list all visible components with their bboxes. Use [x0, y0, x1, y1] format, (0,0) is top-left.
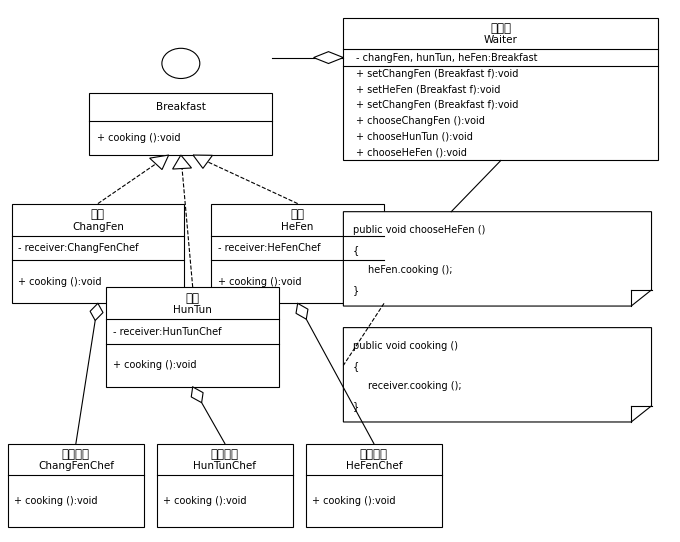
Text: + setHeFen (Breakfast f):void: + setHeFen (Breakfast f):void [356, 85, 500, 95]
Text: 河粉: 河粉 [290, 208, 305, 221]
Polygon shape [150, 155, 169, 170]
Text: + chooseHunTun ():void: + chooseHunTun ():void [356, 132, 473, 142]
Text: ChangFen: ChangFen [72, 222, 124, 231]
Text: + cooking ():void: + cooking ():void [218, 277, 302, 287]
Text: }: } [353, 286, 359, 295]
Text: 肠粉: 肠粉 [91, 208, 105, 221]
Text: {: { [353, 361, 359, 371]
Text: public void chooseHeFen (): public void chooseHeFen () [353, 225, 485, 235]
Text: + cooking ():void: + cooking ():void [163, 496, 246, 506]
Polygon shape [343, 327, 651, 422]
Text: + cooking ():void: + cooking ():void [18, 277, 102, 287]
Text: public void cooking (): public void cooking () [353, 341, 458, 351]
Text: + cooking ():void: + cooking ():void [14, 496, 97, 506]
Text: HeFen: HeFen [282, 222, 314, 231]
Text: - receiver:HeFenChef: - receiver:HeFenChef [218, 243, 321, 253]
Text: {: { [353, 245, 359, 255]
Polygon shape [173, 155, 192, 169]
Bar [343, 17, 658, 160]
Text: HunTunChef: HunTunChef [193, 461, 256, 472]
Text: HeFenChef: HeFenChef [345, 461, 402, 472]
Text: 河粉厨师: 河粉厨师 [360, 448, 388, 461]
Text: 肠粉厨师: 肠粉厨师 [62, 448, 90, 461]
Bar [306, 443, 441, 527]
Polygon shape [193, 155, 212, 169]
Polygon shape [296, 304, 308, 319]
Polygon shape [191, 387, 203, 403]
Text: + setChangFen (Breakfast f):void: + setChangFen (Breakfast f):void [356, 69, 518, 79]
Text: 服务员: 服务员 [490, 22, 511, 35]
Text: HunTun: HunTun [173, 305, 212, 315]
Text: 馄饨厨师: 馄饨厨师 [211, 448, 239, 461]
Text: + cooking ():void: + cooking ():void [311, 496, 395, 506]
Text: }: } [353, 402, 359, 411]
Polygon shape [90, 304, 103, 320]
Polygon shape [343, 212, 651, 306]
Bar [8, 443, 143, 527]
Text: Waiter: Waiter [484, 35, 517, 45]
Text: - receiver:ChangFenChef: - receiver:ChangFenChef [18, 243, 139, 253]
Text: Breakfast: Breakfast [156, 102, 206, 112]
Polygon shape [313, 51, 343, 63]
Text: 馄饨: 馄饨 [186, 292, 200, 305]
Text: + chooseHeFen ():void: + chooseHeFen ():void [356, 147, 467, 158]
Bar [157, 443, 292, 527]
Text: + setChangFen (Breakfast f):void: + setChangFen (Breakfast f):void [356, 100, 518, 111]
Text: + chooseChangFen ():void: + chooseChangFen ():void [356, 116, 485, 126]
Bar [12, 204, 184, 304]
Text: - receiver:HunTunChef: - receiver:HunTunChef [114, 327, 222, 337]
Text: - changFen, hunTun, heFen:Breakfast: - changFen, hunTun, heFen:Breakfast [356, 53, 537, 62]
Bar [106, 287, 279, 387]
Text: + cooking ():void: + cooking ():void [114, 360, 197, 371]
Bar [90, 93, 272, 155]
Text: receiver.cooking ();: receiver.cooking (); [368, 381, 462, 391]
Text: heFen.cooking ();: heFen.cooking (); [368, 266, 452, 275]
Text: ChangFenChef: ChangFenChef [38, 461, 114, 472]
Text: + cooking ():void: + cooking ():void [97, 133, 180, 143]
Bar [211, 204, 384, 304]
